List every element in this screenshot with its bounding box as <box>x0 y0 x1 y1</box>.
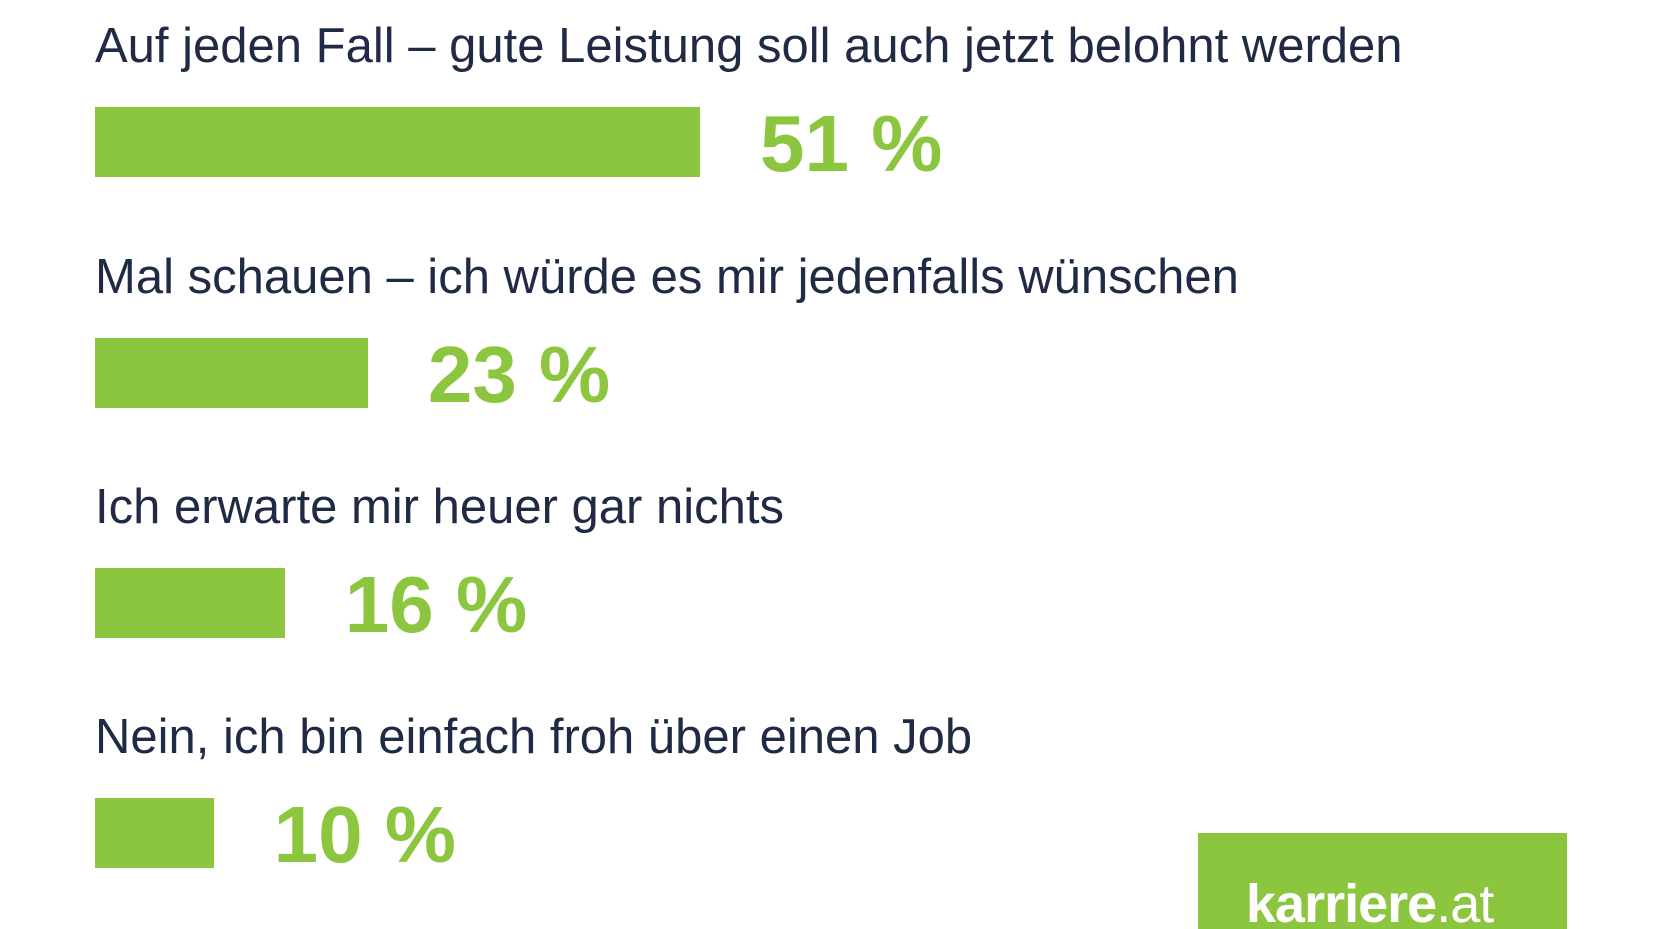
value-label: 23 % <box>427 330 611 419</box>
karriere-logo: karriere.at <box>1198 833 1567 929</box>
category-label: Ich erwarte mir heuer gar nichts <box>95 480 784 534</box>
bar <box>95 107 700 177</box>
category-label: Auf jeden Fall – gute Leistung soll auch… <box>95 19 1403 73</box>
category-label: Mal schauen – ich würde es mir jedenfall… <box>95 250 1239 304</box>
category-label: Nein, ich bin einfach froh über einen Jo… <box>95 710 973 764</box>
logo-suffix: .at <box>1436 874 1494 929</box>
value-label: 16 % <box>344 560 528 649</box>
bar <box>95 338 368 408</box>
bar <box>95 798 214 868</box>
logo-name: karriere <box>1246 874 1437 929</box>
bar <box>95 568 285 638</box>
value-label: 51 % <box>760 99 943 188</box>
value-label: 10 % <box>273 790 456 879</box>
